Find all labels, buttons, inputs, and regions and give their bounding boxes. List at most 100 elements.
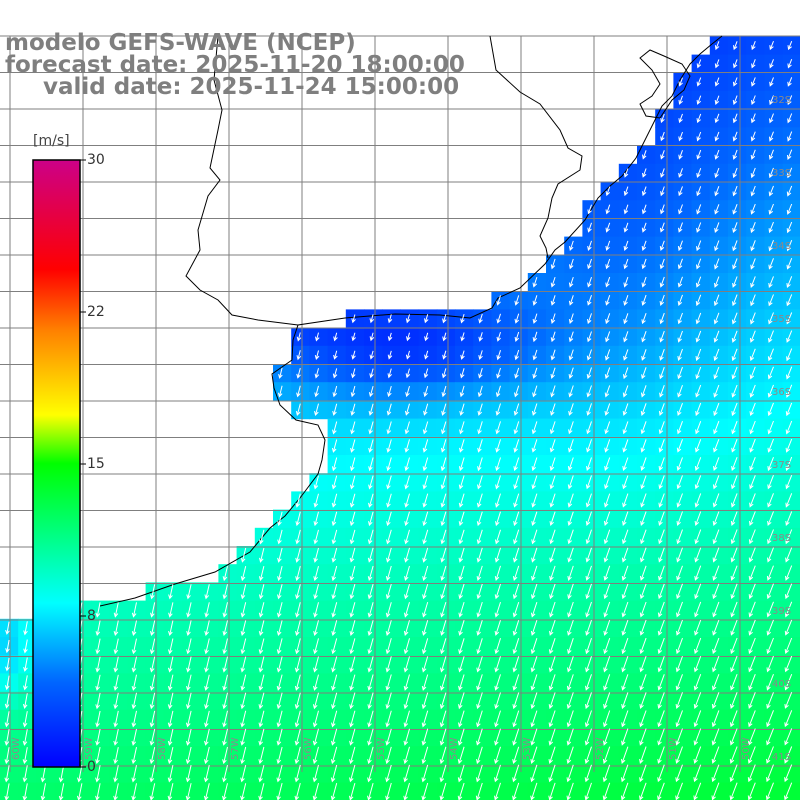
wind-speed-cell (364, 473, 383, 492)
wind-speed-cell (0, 728, 19, 747)
wind-speed-cell (746, 291, 765, 310)
wind-vector (640, 421, 647, 435)
wind-speed-cell (345, 746, 365, 765)
wind-speed-cell (418, 691, 438, 711)
wind-vector (732, 240, 738, 252)
wind-speed-cell (400, 618, 420, 638)
wind-speed-cell (418, 527, 438, 547)
wind-speed-cell (764, 291, 784, 310)
wind-speed-cell (127, 709, 147, 729)
wind-vector (439, 764, 447, 783)
wind-vector (367, 692, 374, 710)
wind-vector (131, 692, 137, 710)
wind-speed-cell (782, 327, 800, 347)
wind-vector (422, 620, 429, 636)
wind-speed-cell (764, 127, 784, 147)
wind-vector (748, 710, 756, 728)
wind-vector (460, 350, 465, 360)
wind-vector (657, 656, 665, 673)
wind-speed-cell (345, 364, 365, 383)
wind-vector (658, 457, 665, 471)
wind-speed-cell (418, 418, 438, 438)
wind-speed-cell (236, 618, 256, 638)
wind-vector (296, 350, 302, 361)
wind-vector (222, 565, 228, 582)
wind-speed-cell (236, 655, 256, 674)
wind-speed-cell (618, 564, 638, 583)
wind-speed-cell (364, 527, 383, 547)
latitude-label: 36S (772, 387, 791, 398)
wind-vector (622, 385, 629, 398)
wind-vector (786, 221, 793, 234)
wind-speed-cell (637, 327, 656, 347)
wind-vector (532, 313, 538, 324)
wind-vector (458, 511, 465, 527)
wind-speed-cell (163, 655, 183, 674)
wind-speed-cell (254, 691, 274, 711)
wind-vector (584, 746, 592, 764)
wind-vector (621, 674, 629, 691)
wind-vector (768, 312, 774, 325)
wind-speed-cell (309, 400, 329, 420)
wind-speed-cell (728, 218, 747, 238)
wind-vector (404, 529, 410, 545)
wind-vector (367, 583, 374, 600)
wind-vector (567, 547, 574, 563)
wind-vector (440, 511, 447, 527)
wind-vector (766, 692, 774, 709)
wind-vector (784, 782, 793, 800)
wind-vector (712, 475, 720, 490)
wind-vector (332, 421, 338, 435)
wind-speed-cell (291, 691, 310, 711)
wind-speed-cell (382, 327, 401, 347)
wind-vector (548, 764, 556, 783)
wind-speed-cell (764, 273, 784, 292)
wind-vector (751, 95, 756, 105)
wind-vector (385, 602, 392, 618)
wind-vector (639, 692, 647, 709)
wind-speed-cell (546, 582, 565, 602)
wind-vector (678, 222, 683, 233)
wind-vector (550, 295, 556, 306)
wind-vector (22, 747, 28, 765)
wind-vector (621, 746, 629, 764)
wind-vector (623, 313, 629, 325)
wind-vector (131, 602, 137, 618)
wind-vector (331, 638, 338, 655)
wind-vector (457, 764, 465, 783)
wind-speed-cell (455, 582, 474, 602)
wind-vector (77, 765, 83, 783)
wind-vector (386, 439, 392, 453)
wind-speed-cell (345, 546, 365, 565)
wind-vector (714, 186, 720, 197)
wind-vector (567, 638, 574, 655)
wind-vector (730, 655, 738, 673)
wind-speed-cell (600, 309, 620, 329)
wind-speed-cell (418, 546, 438, 565)
wind-vector (676, 511, 683, 526)
wind-vector (421, 692, 429, 710)
wind-speed-cell (546, 273, 565, 292)
wind-vector (532, 295, 538, 306)
wind-vector (458, 692, 465, 710)
wind-vector (369, 350, 375, 360)
wind-speed-cell (273, 746, 292, 765)
wind-speed-cell (764, 655, 784, 674)
wind-speed-cell (600, 564, 620, 583)
wind-vector (440, 638, 447, 655)
wind-speed-cell (546, 746, 565, 765)
wind-speed-cell (728, 527, 747, 547)
wind-vector (23, 621, 28, 636)
wind-speed-cell (436, 782, 456, 800)
wind-vector (568, 331, 574, 343)
wind-speed-cell (436, 364, 456, 383)
wind-speed-cell (91, 782, 110, 800)
wind-vector (404, 421, 410, 435)
wind-vector (406, 332, 411, 342)
wind-vector (605, 295, 611, 306)
wind-vector (639, 601, 647, 618)
wind-vector (512, 620, 520, 636)
wind-speed-cell (764, 91, 784, 110)
wind-speed-cell (691, 582, 711, 602)
wind-vector (748, 655, 756, 673)
